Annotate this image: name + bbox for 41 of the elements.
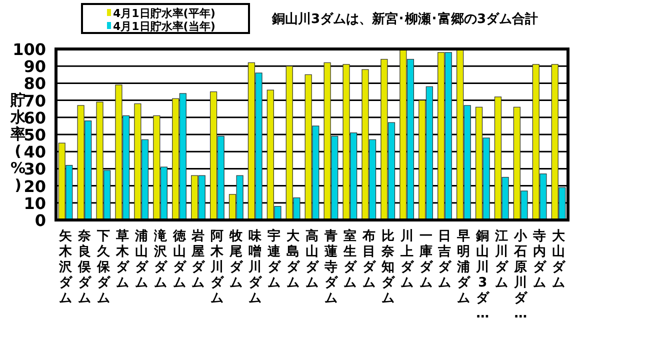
x-tick-label: 青蓮寺ダム: [323, 229, 338, 306]
x-tick-label: 寺内ダム: [532, 228, 548, 290]
x-tick-label: 川上ダム: [399, 229, 414, 290]
y-tick-label: 90: [24, 57, 46, 76]
x-tick-label: 高山ダム: [306, 228, 320, 290]
y-tick-label: 0: [34, 211, 46, 230]
x-tick-label: 奈良俣ダム: [76, 229, 92, 306]
x-tick-label: 江川ダム: [494, 229, 510, 290]
x-tick-label: 比奈知ダム: [380, 229, 396, 306]
x-tick-label: 大島ダム: [286, 229, 301, 290]
x-tick-label: 小石原川ダ…: [513, 229, 528, 322]
x-tick-label: 大山ダム: [552, 229, 566, 290]
x-tick-label: 一庫ダム: [418, 229, 434, 290]
x-tick-label: 牧尾ダム: [228, 229, 244, 290]
x-tick-label: 早明浦ダム: [456, 229, 472, 306]
x-tick-label: 草木ダム: [114, 229, 130, 290]
x-tick-label: 阿木川ダム: [210, 229, 225, 306]
x-tick-label: 滝沢ダム: [152, 228, 168, 290]
x-tick-label: 下久保ダム: [96, 229, 111, 306]
x-tick-label: 宇連ダム: [266, 228, 282, 290]
y-tick-label: 20: [24, 176, 46, 196]
x-tick-label: 日吉ダム: [437, 229, 452, 290]
y-tick-label: 80: [24, 74, 46, 94]
x-tick-label: 徳山ダム: [172, 229, 187, 290]
y-tick-label: 100: [12, 40, 46, 59]
x-tick-label: 銅山川3ダ…: [475, 229, 490, 322]
y-tick-label: 50: [24, 126, 46, 144]
legend-label: 4月1日貯水率(平年): [113, 7, 216, 20]
legend-label: 4月1日貯水率(当年): [113, 20, 216, 33]
x-tick-label: 室生ダム: [342, 228, 358, 290]
x-tick-label: 味噌川ダム: [248, 229, 263, 306]
y-tick-label: 40: [24, 142, 46, 162]
x-tick-label: 浦山ダム: [134, 229, 149, 290]
chart-title: 銅山川3ダムは、新宮･柳瀬･富郷の3ダム合計: [271, 11, 538, 27]
y-tick-label: 60: [24, 108, 46, 128]
x-tick-label: 布目ダム: [361, 229, 376, 290]
x-tick-label: 岩屋ダム: [190, 229, 206, 290]
x-tick-label: 矢木沢ダム: [58, 229, 73, 306]
y-tick-label: 30: [24, 160, 46, 179]
y-tick-label: 10: [24, 194, 46, 213]
y-tick-label: 70: [24, 91, 46, 110]
